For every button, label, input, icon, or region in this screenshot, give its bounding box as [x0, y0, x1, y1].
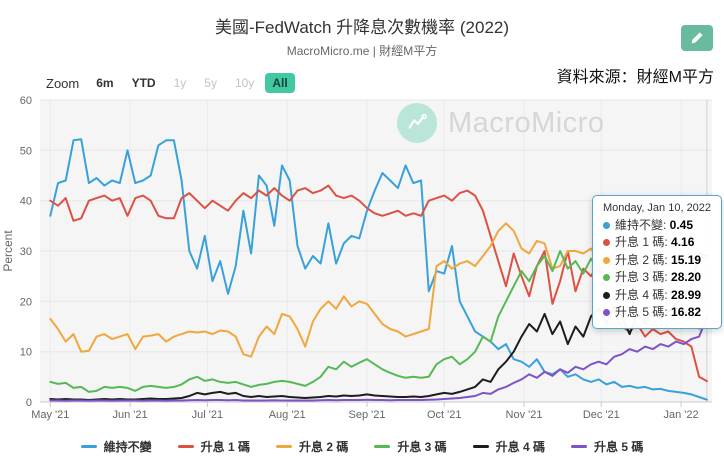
series-line-0 [49, 138, 708, 401]
series-dot-icon [603, 239, 610, 247]
chart-legend: 維持不變 升息 1 碼 升息 2 碼 升息 3 碼 升息 4 碼 升息 5 碼 [0, 438, 724, 455]
chart-subtitle: MacroMicro.me | 財經M平方 [286, 44, 438, 58]
series-dot-icon [603, 291, 610, 299]
legend-label: 升息 3 碼 [397, 440, 447, 454]
pencil-icon [691, 32, 703, 44]
tooltip-row: 升息 4 碼: 28.99 [603, 287, 711, 304]
legend-label: 升息 4 碼 [495, 440, 546, 454]
x-tick-label: Sep '21 [349, 409, 386, 421]
tooltip-row: 升息 1 碼: 4.16 [603, 234, 711, 251]
y-axis-title: Percent [1, 230, 15, 272]
legend-dash-icon [374, 445, 391, 448]
x-tick-label: Oct '21 [427, 409, 462, 421]
range-button-all[interactable]: All [265, 73, 295, 93]
y-tick-label: 20 [20, 296, 32, 308]
range-buttons: 6m YTD 1y 5y 10y All [87, 73, 296, 93]
series-dot-icon [603, 274, 610, 282]
x-tick-label: Nov '21 [506, 409, 543, 421]
range-button-1y: 1y [173, 76, 187, 90]
legend-dash-icon [571, 445, 588, 448]
series-dot-icon [603, 308, 610, 316]
range-button-10y: 10y [234, 76, 255, 90]
x-tick-label: Jun '21 [113, 409, 148, 421]
zoom-label: Zoom [46, 75, 80, 91]
range-selector-toolbar: Zoom 6m YTD 1y 5y 10y All [46, 73, 297, 93]
y-tick-label: 30 [20, 246, 32, 258]
x-tick-label: May '21 [31, 409, 69, 421]
legend-label: 升息 2 碼 [298, 440, 349, 454]
y-tick-label: 10 [20, 347, 32, 359]
chart-tooltip: Monday, Jan 10, 2022 維持不變: 0.45 升息 1 碼: 4… [592, 195, 723, 330]
y-tick-label: 50 [20, 145, 32, 157]
tooltip-date: Monday, Jan 10, 2022 [603, 202, 712, 214]
tooltip-rows: 維持不變: 0.45 升息 1 碼: 4.16 升息 2 碼: 15.19 升息 3 … [603, 217, 711, 321]
y-tick-label: 40 [20, 196, 32, 208]
legend-dash-icon [472, 445, 489, 448]
data-source-note: 資料來源：財經M平方 [556, 69, 714, 86]
legend-item-0[interactable]: 維持不變 [80, 438, 152, 455]
legend-dash-icon [275, 445, 292, 448]
chart-title: 美國-FedWatch 升降息次數機率 (2022) [214, 18, 510, 37]
range-button-ytd[interactable]: YTD [131, 76, 156, 90]
edit-chart-button[interactable] [681, 25, 713, 51]
legend-item-1[interactable]: 升息 1 碼 [177, 438, 250, 455]
x-tick-label: Dec '21 [583, 409, 620, 421]
series-dot-icon [603, 256, 610, 264]
series-dot-icon [603, 222, 610, 229]
series-line-5 [49, 316, 708, 402]
legend-item-4[interactable]: 升息 4 碼 [472, 438, 546, 455]
legend-label: 升息 5 碼 [594, 440, 644, 454]
tooltip-row: 升息 3 碼: 28.20 [603, 269, 711, 286]
x-tick-label: Jan '22 [664, 409, 699, 421]
y-tick-label: 0 [26, 397, 32, 409]
x-tick-label: Jul '21 [192, 409, 223, 421]
legend-dash-icon [80, 445, 97, 448]
legend-item-2[interactable]: 升息 2 碼 [275, 438, 349, 455]
legend-label: 維持不變 [103, 440, 152, 454]
legend-dash-icon [177, 445, 194, 448]
x-tick-label: Aug '21 [269, 409, 306, 421]
legend-label: 升息 1 碼 [200, 440, 250, 454]
legend-item-3[interactable]: 升息 3 碼 [374, 438, 447, 455]
range-button-6m[interactable]: 6m [96, 76, 114, 90]
range-button-5y: 5y [204, 76, 217, 90]
y-tick-label: 60 [20, 95, 32, 107]
tooltip-row: 升息 5 碼: 16.82 [603, 304, 711, 321]
tooltip-row: 升息 2 碼: 15.19 [603, 252, 711, 269]
legend-item-5[interactable]: 升息 5 碼 [571, 438, 643, 455]
tooltip-row: 維持不變: 0.45 [603, 217, 711, 234]
